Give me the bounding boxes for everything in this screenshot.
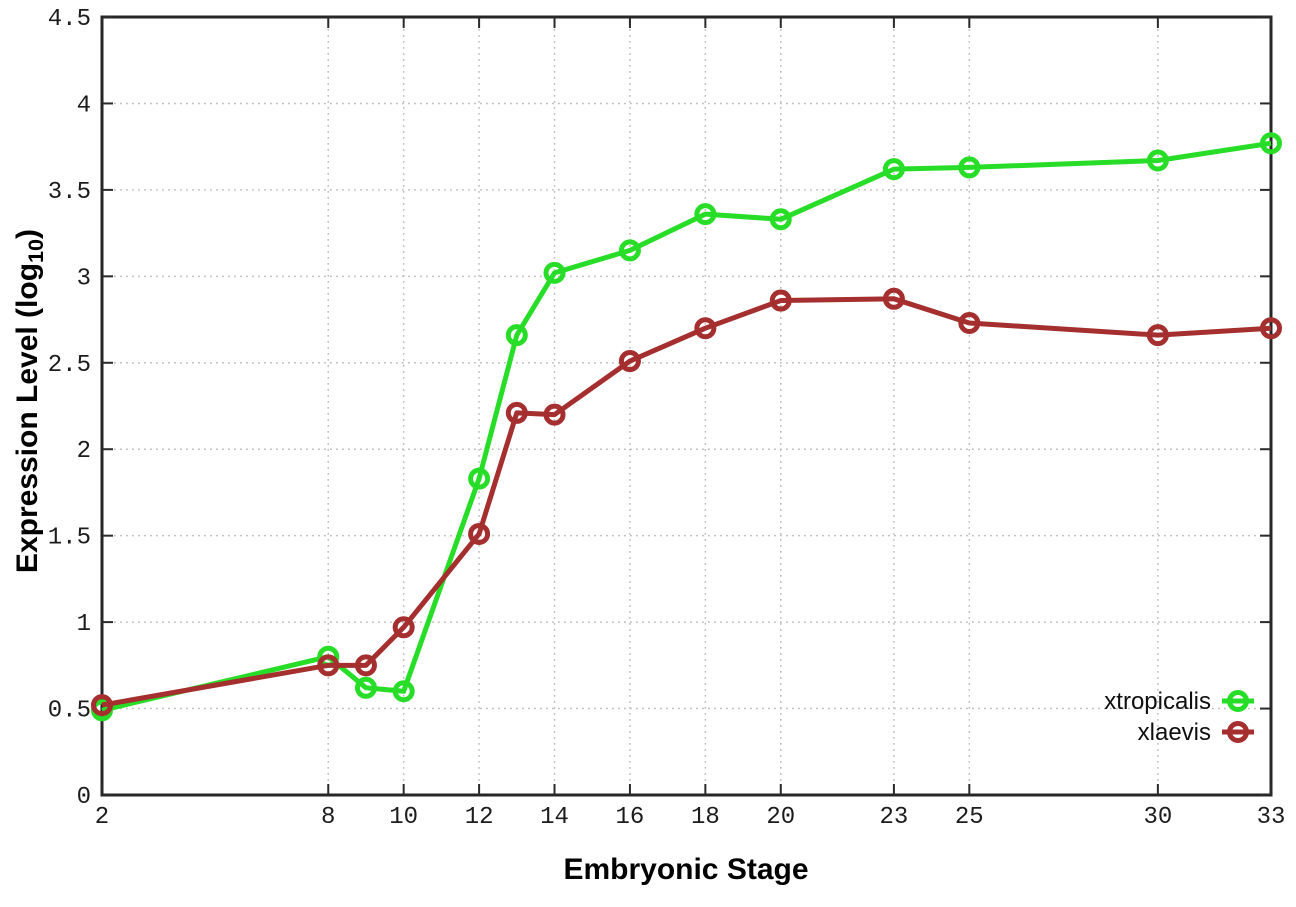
x-tick-label: 33 [1257,804,1286,831]
series-point-xlaevis [958,312,981,335]
series-point-xlaevis [543,403,566,426]
x-tick-label: 16 [616,804,645,831]
legend-label-xlaevis: xlaevis [1138,719,1211,746]
y-tick-label: 2.5 [48,352,91,379]
y-tick-label: 4.5 [48,6,91,33]
series-point-xlaevis [354,654,377,677]
series-point-xlaevis [1260,317,1282,340]
y-tick-label: 0 [77,784,91,811]
series-line-xtropicalis [101,140,1272,713]
x-tick-label: 2 [95,804,109,831]
series-point-xlaevis [505,401,528,424]
legend-label-xtropicalis: xtropicalis [1104,688,1211,715]
series-line-xlaevis [101,296,1272,708]
x-tick-label: 12 [465,804,494,831]
y-tick-label: 4 [77,92,91,119]
series-point-xtropicalis [882,158,905,181]
series-point-xtropicalis [958,156,981,179]
x-tick-label: 25 [955,804,984,831]
series-point-xtropicalis [354,676,377,699]
series-point-xlaevis [694,317,717,340]
x-tick-label: 23 [879,804,908,831]
legend-marker-xlaevis [1227,721,1249,743]
series-point-xtropicalis [694,203,717,226]
x-tick-label: 30 [1143,804,1172,831]
x-tick-label: 10 [389,804,418,831]
x-tick-label: 14 [540,804,569,831]
series-point-xtropicalis [769,208,792,231]
y-tick-label: 1 [77,611,91,638]
x-tick-label: 18 [691,804,720,831]
series-point-xtropicalis [1260,132,1282,155]
series-point-xtropicalis [618,239,641,262]
series-point-xlaevis [769,289,792,312]
series-point-xtropicalis [468,467,491,490]
series-point-xlaevis [468,522,491,545]
series-point-xtropicalis [505,324,528,347]
x-tick-label: 8 [321,804,335,831]
plot-border [100,15,1273,797]
series-point-xlaevis [392,616,415,639]
series-point-xtropicalis [1146,149,1169,172]
series-point-xlaevis [91,694,113,717]
x-axis-title: Embryonic Stage [563,853,809,886]
series-point-xlaevis [317,654,340,677]
series-point-xtropicalis [392,680,415,703]
y-tick-label: 0.5 [48,698,91,725]
y-axis-title-main: Expression Level (log [11,262,44,574]
y-tick-label: 3.5 [48,179,91,206]
y-tick-label: 1.5 [48,525,91,552]
y-axis-title-subscript: 10 [23,238,49,263]
y-tick-label: 3 [77,265,91,292]
legend-marker-xtropicalis [1227,690,1249,712]
series-point-xlaevis [618,350,641,373]
series-point-xlaevis [882,287,905,310]
y-axis-title: Expression Level (log10) [11,151,49,651]
series-point-xtropicalis [543,261,566,284]
y-axis-title-end: ) [11,228,44,239]
series-point-xlaevis [1146,324,1169,347]
y-tick-label: 2 [77,438,91,465]
x-tick-label: 20 [766,804,795,831]
